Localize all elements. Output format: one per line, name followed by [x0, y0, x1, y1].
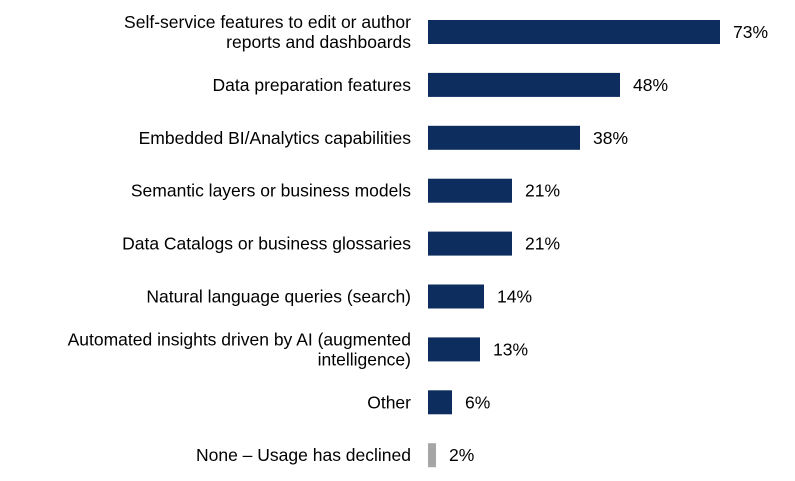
value-label-8: 2%: [449, 445, 474, 465]
bar-4: [428, 231, 512, 256]
bar-1: [428, 72, 620, 97]
value-label-5: 14%: [497, 287, 532, 307]
category-label-6-line-1: intelligence): [318, 349, 411, 369]
bars: [428, 20, 720, 468]
category-label-0-line-0: Self-service features to edit or author: [124, 12, 411, 32]
value-label-4: 21%: [525, 234, 560, 254]
value-label-3: 21%: [525, 181, 560, 201]
category-label-6-line-0: Automated insights driven by AI (augment…: [68, 329, 411, 349]
value-label-2: 38%: [593, 128, 628, 148]
category-label-1: Data preparation features: [213, 75, 412, 95]
category-label-7: Other: [367, 392, 411, 412]
bar-7: [428, 390, 452, 415]
bar-0: [428, 20, 720, 44]
bar-5: [428, 284, 484, 309]
bar-3: [428, 178, 512, 203]
category-label-4: Data Catalogs or business glossaries: [122, 234, 411, 254]
bar-2: [428, 125, 580, 150]
value-label-0: 73%: [733, 22, 768, 42]
value-label-1: 48%: [633, 75, 668, 95]
value-label-6: 13%: [493, 339, 528, 359]
category-label-5: Natural language queries (search): [146, 287, 411, 307]
value-label-7: 6%: [465, 392, 490, 412]
category-labels: Self-service features to edit or authorr…: [68, 12, 412, 465]
category-label-3: Semantic layers or business models: [131, 181, 411, 201]
category-label-8: None – Usage has declined: [196, 445, 411, 465]
bar-6: [428, 337, 480, 362]
category-label-0-line-1: reports and dashboards: [226, 32, 411, 52]
value-labels: 73% 48% 38% 21% 21% 14% 13% 6% 2%: [449, 22, 768, 465]
bar-8: [428, 443, 436, 468]
category-label-2: Embedded BI/Analytics capabilities: [139, 128, 412, 148]
